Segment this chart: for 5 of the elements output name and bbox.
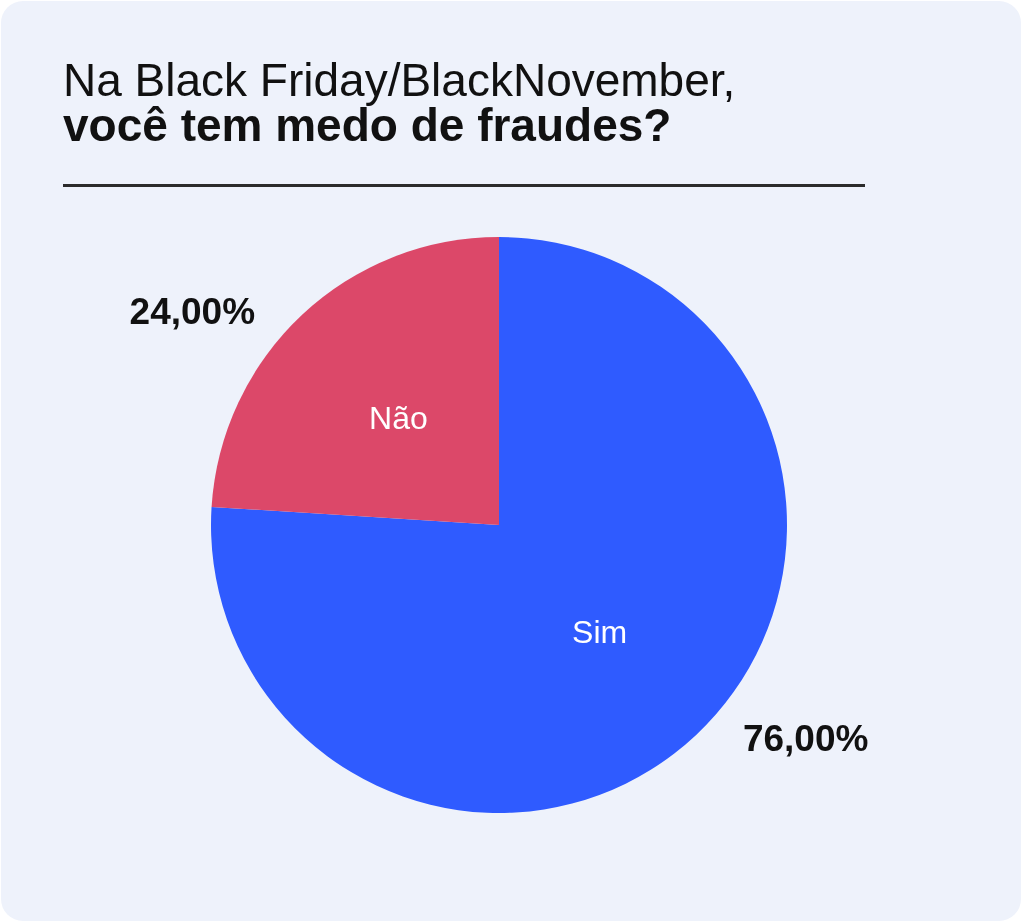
chart-title: Na Black Friday/BlackNovember, você tem medo de fraudes? bbox=[63, 54, 736, 151]
data-label: 76,00% bbox=[742, 718, 869, 760]
slice-label: Sim bbox=[572, 614, 628, 651]
slice-label: Não bbox=[369, 399, 428, 436]
data-label: 24,00% bbox=[129, 290, 256, 332]
